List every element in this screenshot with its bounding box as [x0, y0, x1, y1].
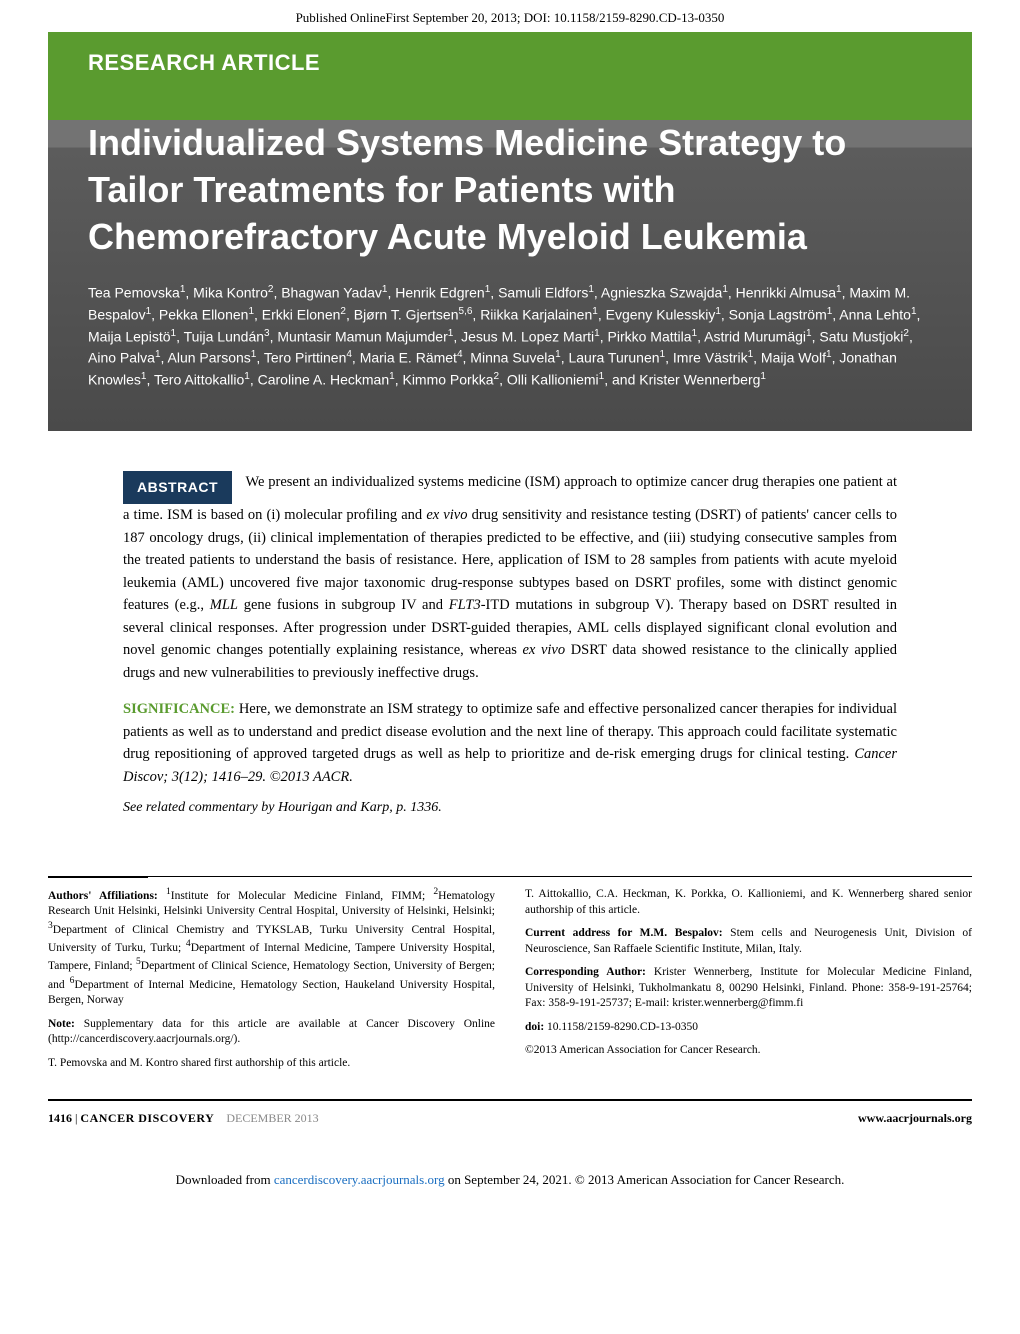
affiliations-label: Authors' Affiliations:	[48, 890, 158, 902]
abstract-paragraph: We present an individualized systems med…	[123, 474, 897, 681]
affiliations-text: 1Institute for Molecular Medicine Finlan…	[48, 890, 495, 1006]
shared-senior-authorship: T. Aittokallio, C.A. Heckman, K. Porkka,…	[525, 887, 972, 918]
left-column: Authors' Affiliations: 1Institute for Mo…	[48, 887, 495, 1079]
current-address-label: Current address for M.M. Bespalov:	[525, 927, 723, 939]
doi-label: doi:	[525, 1021, 544, 1033]
significance-text: Here, we demonstrate an ISM strategy to …	[123, 701, 897, 784]
download-footer: Downloaded from cancerdiscovery.aacrjour…	[0, 1146, 1020, 1204]
note-text: Supplementary data for this article are …	[48, 1018, 495, 1046]
header-block: RESEARCH ARTICLE Individualized Systems …	[48, 32, 972, 431]
journal-name: CANCER DISCOVERY	[80, 1111, 214, 1125]
article-title: Individualized Systems Medicine Strategy…	[88, 120, 932, 260]
main-container: RESEARCH ARTICLE Individualized Systems …	[0, 32, 1020, 1146]
current-address: Current address for M.M. Bespalov: Stem …	[525, 926, 972, 957]
significance-block: SIGNIFICANCE: Here, we demonstrate an IS…	[123, 698, 897, 788]
shared-first-authorship: T. Pemovska and M. Kontro shared first a…	[48, 1056, 495, 1072]
note: Note: Supplementary data for this articl…	[48, 1017, 495, 1048]
page-footer: 1416 | CANCER DISCOVERY DECEMBER 2013 ww…	[48, 1099, 972, 1146]
significance-label: SIGNIFICANCE:	[123, 701, 235, 717]
copyright: ©2013 American Association for Cancer Re…	[525, 1043, 972, 1059]
download-prefix: Downloaded from	[176, 1172, 274, 1187]
footer-columns: Authors' Affiliations: 1Institute for Mo…	[48, 876, 972, 1099]
download-suffix: on September 24, 2021. © 2013 American A…	[445, 1172, 845, 1187]
article-type-bar: RESEARCH ARTICLE	[48, 32, 972, 90]
download-link[interactable]: cancerdiscovery.aacrjournals.org	[274, 1172, 445, 1187]
page-footer-left: 1416 | CANCER DISCOVERY DECEMBER 2013	[48, 1111, 319, 1126]
doi: doi: 10.1158/2159-8290.CD-13-0350	[525, 1020, 972, 1036]
affiliations: Authors' Affiliations: 1Institute for Mo…	[48, 886, 495, 1009]
abstract-label: ABSTRACT	[123, 471, 232, 505]
article-type: RESEARCH ARTICLE	[88, 50, 932, 76]
spacer	[217, 1111, 223, 1125]
authors-list: Tea Pemovska1, Mika Kontro2, Bhagwan Yad…	[88, 282, 932, 390]
issue-date: DECEMBER 2013	[226, 1111, 318, 1125]
abstract-body: ABSTRACT We present an individualized sy…	[123, 471, 897, 684]
corresponding-author: Corresponding Author: Krister Wennerberg…	[525, 965, 972, 1012]
publication-header: Published OnlineFirst September 20, 2013…	[0, 0, 1020, 32]
right-column: T. Aittokallio, C.A. Heckman, K. Porkka,…	[525, 887, 972, 1079]
corresponding-label: Corresponding Author:	[525, 966, 646, 978]
title-authors-section: Individualized Systems Medicine Strategy…	[48, 90, 972, 411]
note-label: Note:	[48, 1018, 75, 1030]
page-number: 1416	[48, 1111, 72, 1125]
doi-text: 10.1158/2159-8290.CD-13-0350	[544, 1021, 698, 1033]
related-commentary: See related commentary by Hourigan and K…	[123, 800, 897, 816]
abstract-section: ABSTRACT We present an individualized sy…	[48, 471, 972, 846]
journal-url: www.aacrjournals.org	[858, 1111, 972, 1126]
